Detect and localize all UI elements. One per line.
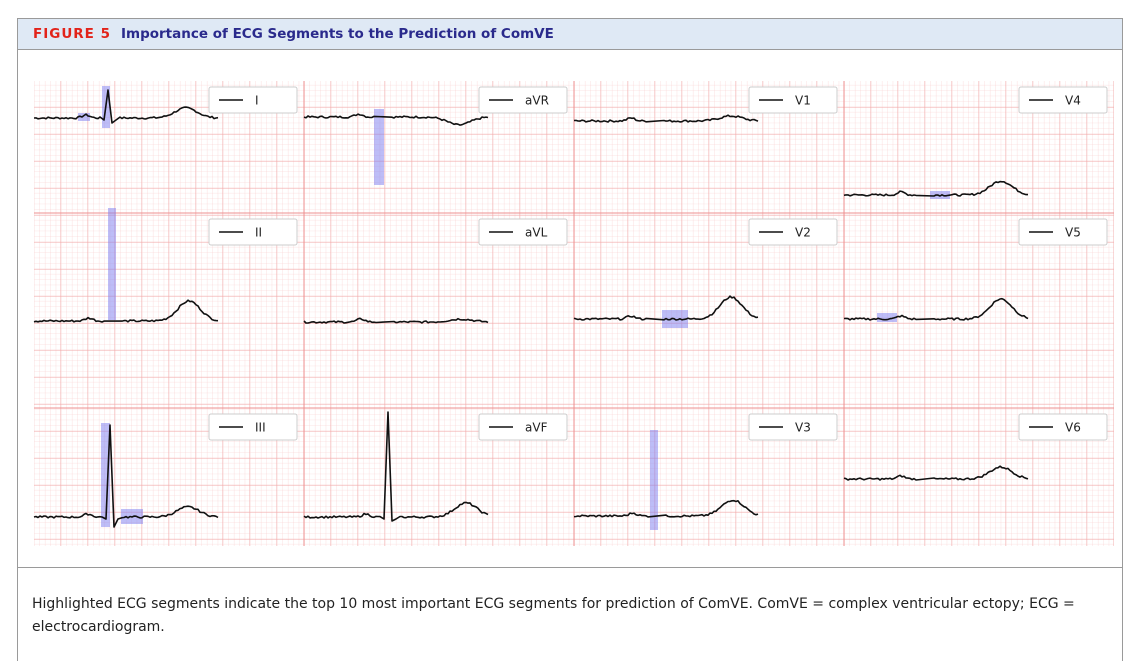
- legend-box: [748, 413, 838, 441]
- legend-label: V2: [795, 226, 811, 240]
- highlight: [78, 113, 90, 121]
- legend-label: V3: [795, 421, 811, 435]
- legend-box: [748, 218, 838, 246]
- ecg-trace: [843, 180, 1028, 197]
- highlight: [877, 313, 897, 322]
- legend-label: III: [255, 421, 266, 435]
- ecg-trace: [843, 297, 1029, 321]
- legend-label: V5: [1065, 226, 1081, 240]
- figure-title: Importance of ECG Segments to the Predic…: [121, 26, 554, 42]
- legend-box: [1018, 86, 1108, 114]
- legend-label: aVL: [525, 226, 548, 240]
- ecg-trace: [573, 295, 759, 321]
- legend-label: aVR: [525, 94, 549, 108]
- highlight: [650, 430, 658, 530]
- highlight: [930, 191, 950, 199]
- legend-box: [478, 86, 568, 114]
- legend-label: V6: [1065, 421, 1081, 435]
- caption: Highlighted ECG segments indicate the to…: [32, 596, 1075, 635]
- ecg-trace: [33, 89, 219, 124]
- figure-header: FIGURE 5 Importance of ECG Segments to t…: [18, 19, 1122, 50]
- legend-box: [208, 413, 298, 441]
- legend-box: [208, 218, 298, 246]
- legend-label: V4: [1065, 94, 1081, 108]
- highlight: [101, 423, 110, 527]
- ecg-trace: [303, 411, 489, 522]
- ecg-trace: [303, 317, 489, 324]
- legend-box: [478, 218, 568, 246]
- ecg-trace: [573, 114, 759, 123]
- ecg-trace: [843, 465, 1029, 481]
- ecg-trace: [303, 113, 489, 126]
- highlight: [374, 109, 384, 185]
- legend-box: [1018, 413, 1108, 441]
- ecg-trace: [33, 424, 219, 528]
- legend-label: aVF: [525, 421, 548, 435]
- highlight: [108, 208, 116, 320]
- legend-label: II: [255, 226, 262, 240]
- legend-label: V1: [795, 94, 811, 108]
- ecg-trace: [573, 499, 759, 518]
- legend-box: [748, 86, 838, 114]
- figure-frame: FIGURE 5 Importance of ECG Segments to t…: [17, 18, 1123, 661]
- legend-box: [478, 413, 568, 441]
- legend-box: [1018, 218, 1108, 246]
- caption-box: Highlighted ECG segments indicate the to…: [18, 567, 1122, 663]
- legend-box: [208, 86, 298, 114]
- legend-label: I: [255, 94, 259, 108]
- figure-label: FIGURE 5: [33, 26, 111, 42]
- ecg-trace: [33, 299, 219, 323]
